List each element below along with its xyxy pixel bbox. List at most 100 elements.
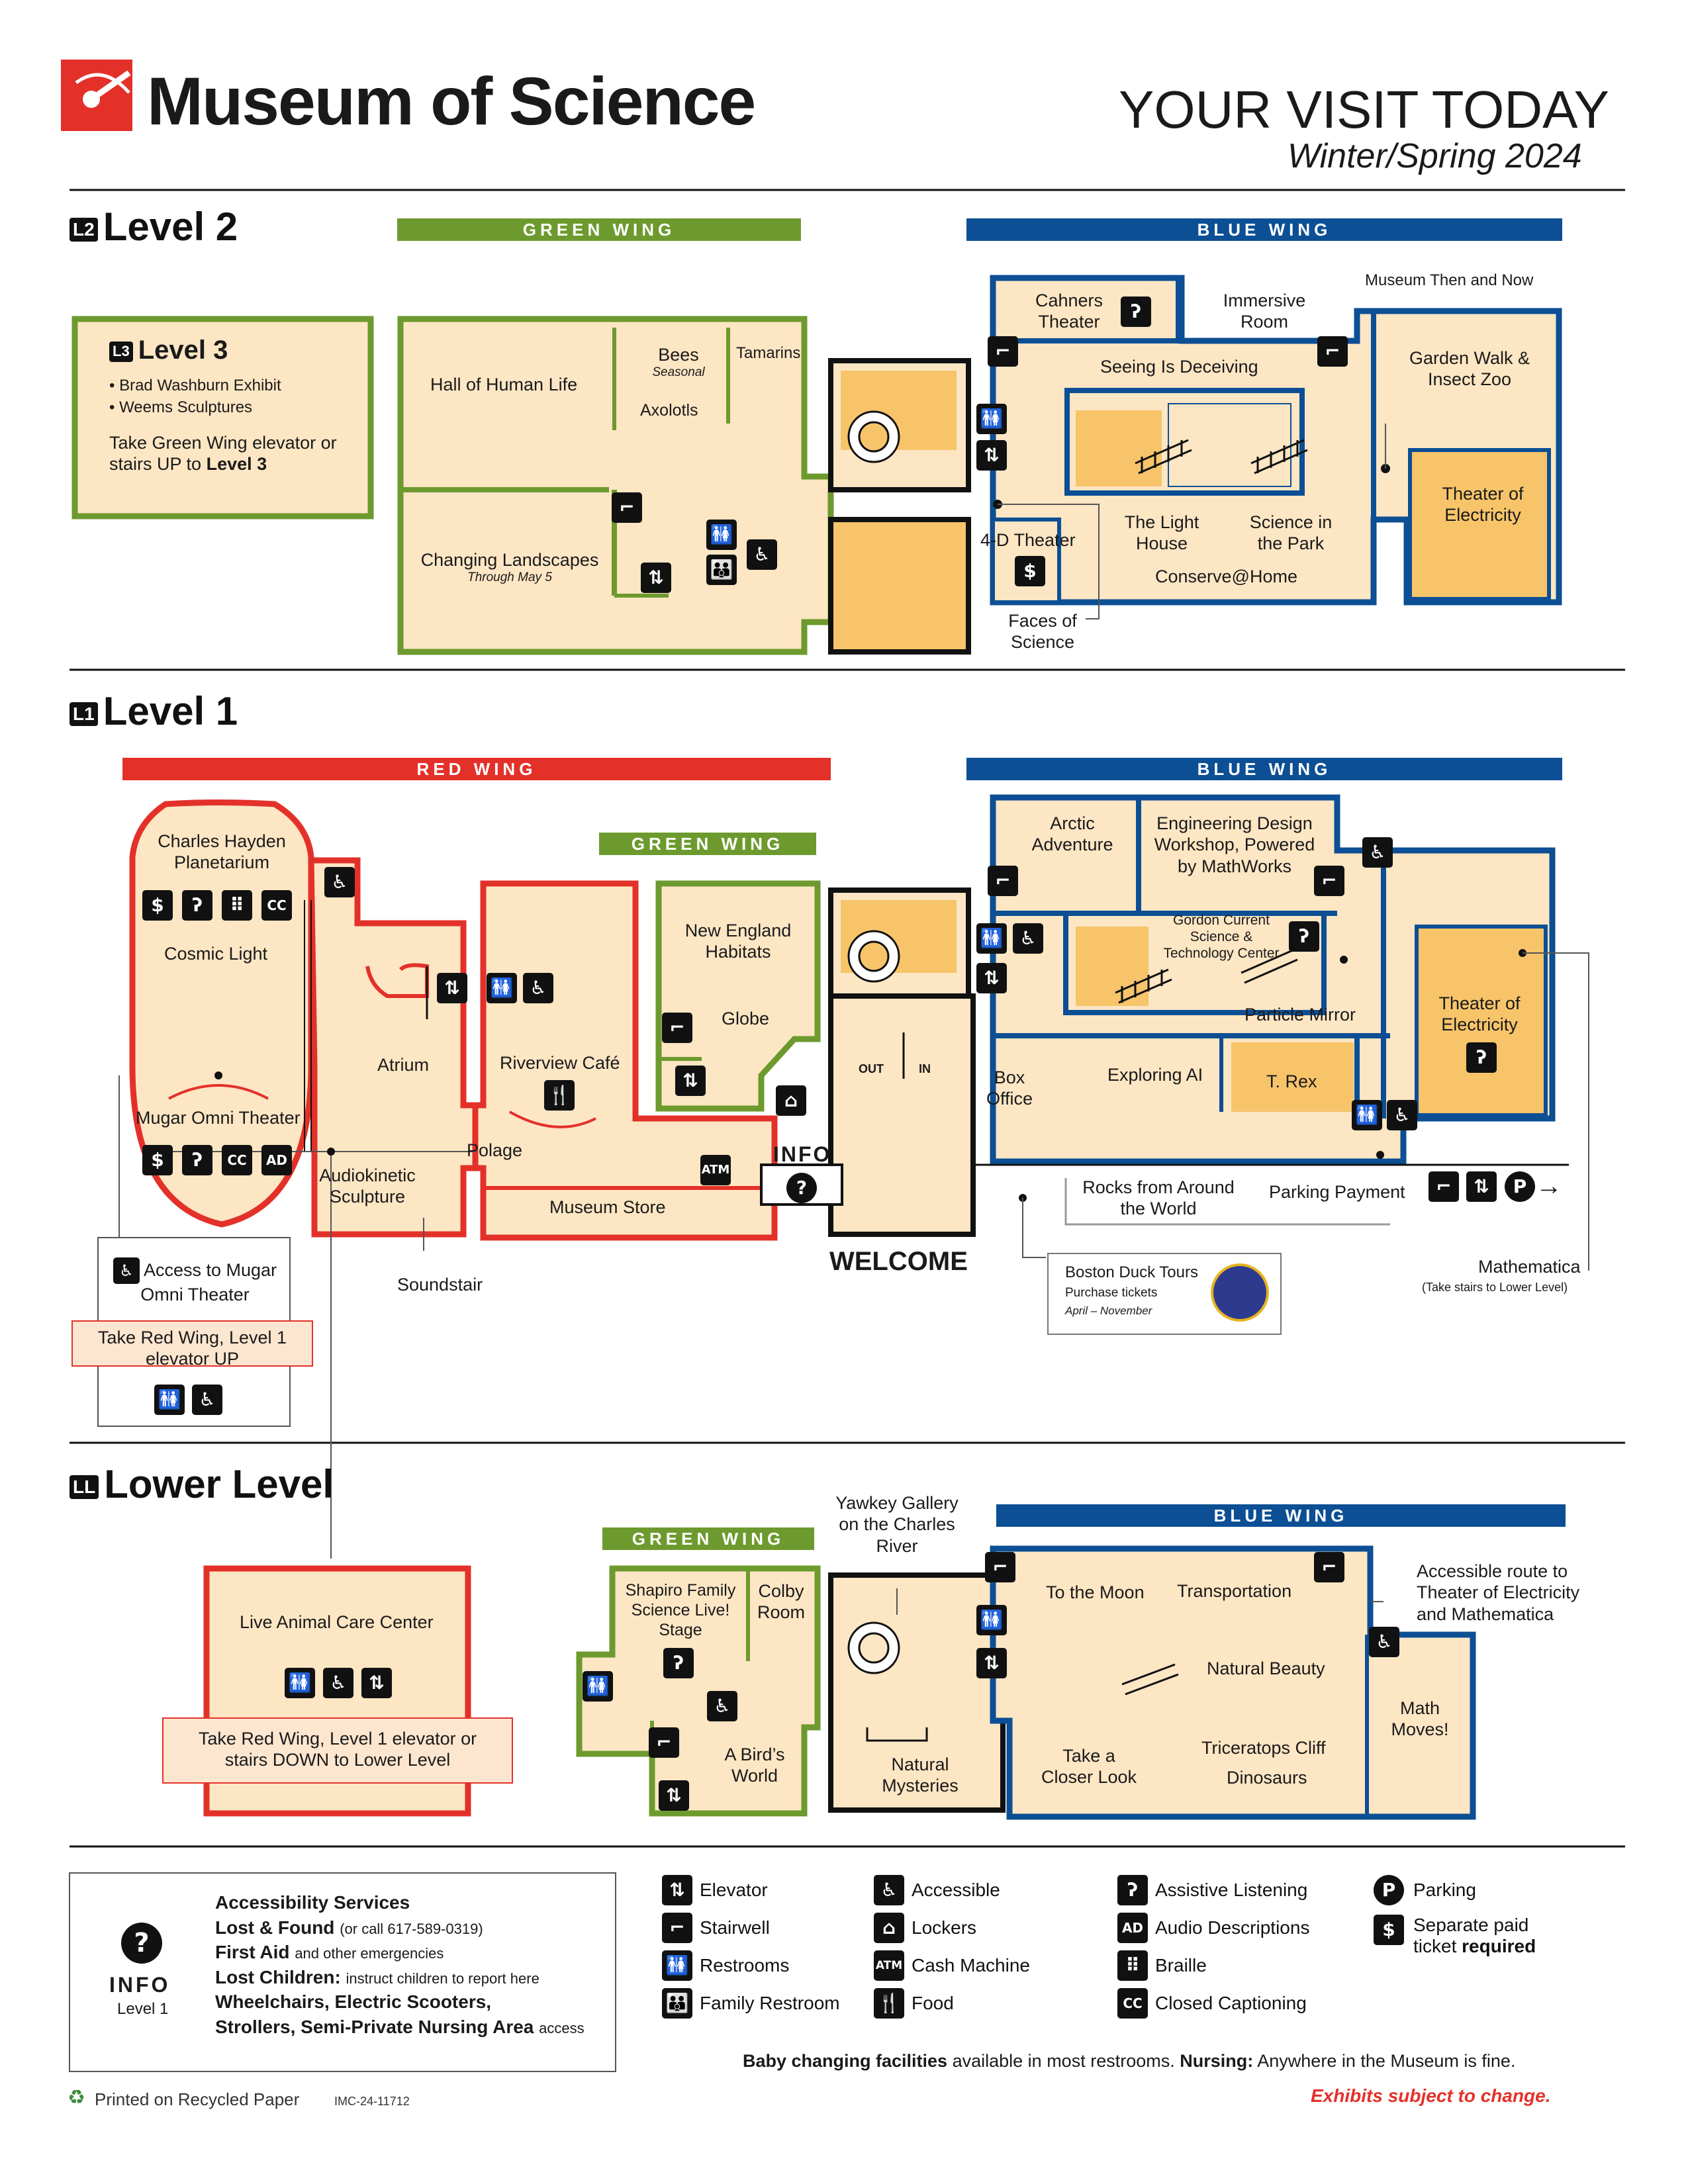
room-conserve-home: Conserve@Home [1155, 567, 1297, 586]
closed-caption-icon: CC [222, 1145, 252, 1175]
room-atrium: Atrium [377, 1055, 430, 1075]
stairwell-icon: ⌐ [985, 1552, 1015, 1582]
restroom-icon: 🚻 [662, 1950, 692, 1981]
legend-family-restroom: Family Restroom [700, 1993, 840, 2013]
page-title: YOUR VISIT TODAY [1119, 80, 1609, 139]
room-yawkey-gallery: Yawkey Gallery on the Charles River [835, 1493, 959, 1556]
legend-elevator: Elevator [700, 1880, 768, 1900]
room-polage: Polage [467, 1140, 523, 1160]
dollar-icon: $ [1374, 1915, 1404, 1945]
level1-green-wing-banner: GREEN WING [599, 833, 816, 855]
wheelchairs: Wheelchairs, Electric Scooters, [215, 1991, 492, 2013]
room-museum-store: Museum Store [549, 1197, 666, 1217]
room-4d-theater: 4-D Theater [980, 530, 1076, 550]
restroom-icon: 🚻 [976, 1605, 1007, 1635]
room-mugar-omni: Mugar Omni Theater [136, 1108, 301, 1128]
level2-heading: L2 Level 2 [70, 204, 238, 250]
elevator-icon: ⇅ [675, 1066, 706, 1096]
assistive-listening-icon: ʔ [1289, 921, 1319, 952]
braille-icon: ⠿ [222, 890, 252, 921]
lockers-icon: ⌂ [874, 1913, 904, 1943]
restroom-icon: 🚻 [487, 973, 517, 1003]
atm-icon: ATM [874, 1950, 904, 1981]
legend-audio-descriptions: Audio Descriptions [1155, 1917, 1310, 1938]
legend-food: Food [912, 1993, 954, 2013]
stairwell-icon: ⌐ [649, 1727, 679, 1758]
in-label: IN [919, 1062, 931, 1075]
elevator-icon: ⇅ [361, 1668, 392, 1698]
assistive-listening-icon: ʔ [1121, 296, 1151, 327]
level3-panel: L3 Level 3 • Brad Washburn Exhibit • Weem… [109, 334, 354, 475]
food-icon: 🍴 [544, 1080, 575, 1111]
room-riverview-cafe: Riverview Café [500, 1053, 620, 1073]
room-dinosaurs: Dinosaurs [1227, 1768, 1307, 1788]
duck-tours-logo [1211, 1263, 1269, 1322]
room-arctic-adventure: Arctic Adventure [1031, 813, 1113, 855]
recycle-icon: ♻ [68, 2087, 85, 2109]
accessible-icon: ♿ [113, 1257, 140, 1284]
restroom-icon: 🚻 [706, 520, 737, 550]
first-aid: First Aid and other emergencies [215, 1942, 444, 1963]
out-label: OUT [859, 1062, 884, 1075]
services-box-frame [69, 1872, 616, 2072]
level2-map [71, 275, 1562, 655]
room-math-moves: Math Moves! [1391, 1698, 1449, 1740]
stairwell-icon: ⌐ [612, 492, 642, 523]
accessible-icon: ♿ [523, 973, 553, 1003]
accessible-icon: ♿ [1013, 923, 1043, 954]
level3-badge: L3 [109, 341, 133, 362]
elevator-icon: ⇅ [659, 1780, 689, 1811]
audio-description-icon: AD [261, 1145, 292, 1175]
stairwell-icon: ⌐ [988, 866, 1018, 896]
accessible-icon: ♿ [1369, 1627, 1399, 1657]
assistive-listening-icon: ʔ [663, 1648, 694, 1678]
stairwell-icon: ⌐ [1429, 1171, 1459, 1202]
level3-item: • Weems Sculptures [109, 398, 253, 416]
room-exploring-ai: Exploring AI [1107, 1065, 1203, 1085]
exhibits-change-note: Exhibits subject to change. [1311, 2085, 1551, 2106]
legend-braille: Braille [1155, 1955, 1207, 1976]
restroom-icon: 🚻 [976, 923, 1007, 954]
family-restroom-icon: 👪 [662, 1988, 692, 2019]
info-icon[interactable]: ? [786, 1173, 817, 1203]
accessible-route-note: Accessible route to Theater of Electrici… [1417, 1561, 1580, 1624]
stairwell-icon: ⌐ [1314, 866, 1344, 896]
stairwell-icon: ⌐ [1317, 336, 1348, 367]
room-hall-human-life: Hall of Human Life [430, 375, 578, 394]
room-live-animal-care: Live Animal Care Center [240, 1612, 434, 1632]
page-subtitle: Winter/Spring 2024 [1288, 137, 1582, 175]
legend-accessible: Accessible [912, 1880, 1000, 1900]
room-seeing-deceiving: Seeing Is Deceiving [1100, 357, 1258, 377]
room-gordon-center: Gordon Current Science & Technology Cent… [1163, 913, 1280, 962]
access-omni-label: ♿ Access to Mugar Omni Theater [101, 1257, 289, 1305]
room-garden-walk: Garden Walk & Insect Zoo [1409, 348, 1530, 390]
parking-icon[interactable]: P [1505, 1171, 1535, 1202]
lower-level-badge: LL [70, 1475, 99, 1500]
logo-text: Museum of Science [147, 64, 756, 139]
duck-tours-dates: April – November [1065, 1304, 1152, 1317]
welcome-label: WELCOME [829, 1247, 968, 1276]
elevator-icon: ⇅ [976, 963, 1007, 993]
duck-tours-title: Boston Duck Tours [1065, 1263, 1198, 1281]
services-list: Accessibility Services Lost & Found (or … [215, 1891, 612, 2038]
legend-parking: Parking [1413, 1880, 1476, 1900]
room-parking-payment: Parking Payment [1269, 1182, 1405, 1202]
elevator-icon: ⇅ [976, 440, 1007, 471]
stairwell-icon: ⌐ [1314, 1552, 1344, 1582]
legend-lockers: Lockers [912, 1917, 977, 1938]
legend-closed-captioning: Closed Captioning [1155, 1993, 1307, 2013]
arrow-right-icon: → [1536, 1171, 1562, 1201]
room-soundstair: Soundstair [397, 1275, 483, 1295]
dollar-icon: $ [1015, 556, 1045, 586]
room-engineering-design: Engineering Design Workshop, Powered by … [1154, 813, 1315, 876]
room-tamarins: Tamarins [736, 344, 801, 362]
room-triceratops-cliff: Triceratops Cliff [1201, 1738, 1326, 1758]
room-to-the-moon: To the Moon [1046, 1582, 1145, 1602]
room-changing-landscapes: Changing Landscapes Through May 5 [420, 550, 599, 585]
level3-note: Take Green Wing elevator or stairs UP to… [109, 432, 337, 474]
elevator-icon: ⇅ [1466, 1171, 1497, 1202]
level1-badge: L1 [70, 702, 98, 727]
level1-red-wing-banner: RED WING [122, 758, 831, 780]
braille-icon: ⠿ [1117, 1950, 1148, 1981]
